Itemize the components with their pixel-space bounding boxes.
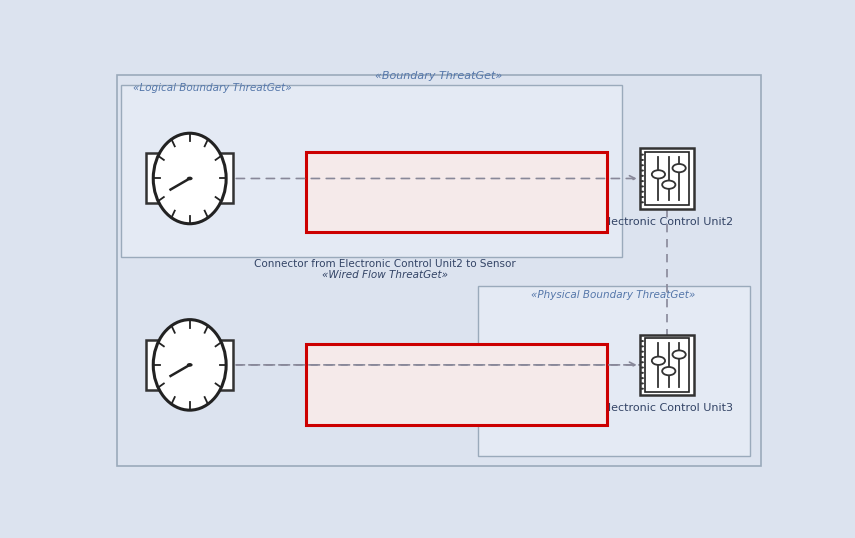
Circle shape	[640, 388, 644, 390]
Text: Connector from Sensor to Electronic Control Unit3: Connector from Sensor to Electronic Cont…	[326, 368, 587, 378]
Circle shape	[662, 181, 675, 189]
Circle shape	[640, 340, 644, 342]
Circle shape	[640, 361, 644, 363]
Circle shape	[640, 175, 644, 177]
Circle shape	[673, 164, 686, 172]
Circle shape	[640, 186, 644, 187]
Text: Electronic Control Unit2: Electronic Control Unit2	[601, 217, 733, 227]
Text: Electronic Control Unit3: Electronic Control Unit3	[601, 403, 733, 413]
Circle shape	[640, 164, 644, 166]
Text: Sensor: Sensor	[171, 212, 209, 222]
Text: «Wireless Flow ThreatGet»: «Wireless Flow ThreatGet»	[386, 391, 526, 401]
Circle shape	[640, 366, 644, 369]
Circle shape	[652, 357, 665, 365]
Circle shape	[640, 154, 644, 155]
Text: «Communication Flow ThreatGet»: «Communication Flow ThreatGet»	[368, 199, 545, 209]
Circle shape	[186, 176, 192, 180]
Text: «Boundary ThreatGet»: «Boundary ThreatGet»	[374, 71, 502, 81]
Text: «Logical Boundary ThreatGet»: «Logical Boundary ThreatGet»	[133, 83, 292, 93]
Text: «Physical Boundary ThreatGet»: «Physical Boundary ThreatGet»	[531, 291, 695, 300]
Bar	[645, 338, 688, 392]
Circle shape	[640, 383, 644, 385]
Circle shape	[640, 201, 644, 203]
Bar	[306, 344, 607, 425]
Text: «Wired Flow ThreatGet»: «Wired Flow ThreatGet»	[322, 270, 448, 280]
Bar	[640, 148, 694, 209]
Bar	[121, 86, 622, 257]
Circle shape	[640, 196, 644, 198]
Bar	[645, 152, 688, 205]
Circle shape	[640, 159, 644, 161]
Bar	[640, 335, 694, 395]
Circle shape	[186, 363, 192, 367]
Circle shape	[662, 367, 675, 376]
Bar	[146, 153, 233, 203]
Circle shape	[640, 377, 644, 379]
Circle shape	[640, 356, 644, 358]
Circle shape	[652, 170, 665, 179]
Text: Sensor: Sensor	[171, 398, 209, 408]
Circle shape	[673, 350, 686, 359]
Bar	[146, 340, 233, 390]
Ellipse shape	[153, 133, 226, 224]
Circle shape	[640, 169, 644, 172]
Circle shape	[640, 180, 644, 182]
Circle shape	[640, 372, 644, 374]
Text: Connector from Electronic Control Unit2 to Sensor: Connector from Electronic Control Unit2 …	[254, 259, 516, 269]
Ellipse shape	[153, 320, 226, 410]
Bar	[306, 152, 607, 232]
Circle shape	[640, 351, 644, 353]
Circle shape	[640, 190, 644, 193]
Text: Connector from Sensor to Electronic Control Unit2: Connector from Sensor to Electronic Cont…	[326, 175, 587, 186]
Circle shape	[640, 345, 644, 348]
Bar	[478, 286, 750, 456]
